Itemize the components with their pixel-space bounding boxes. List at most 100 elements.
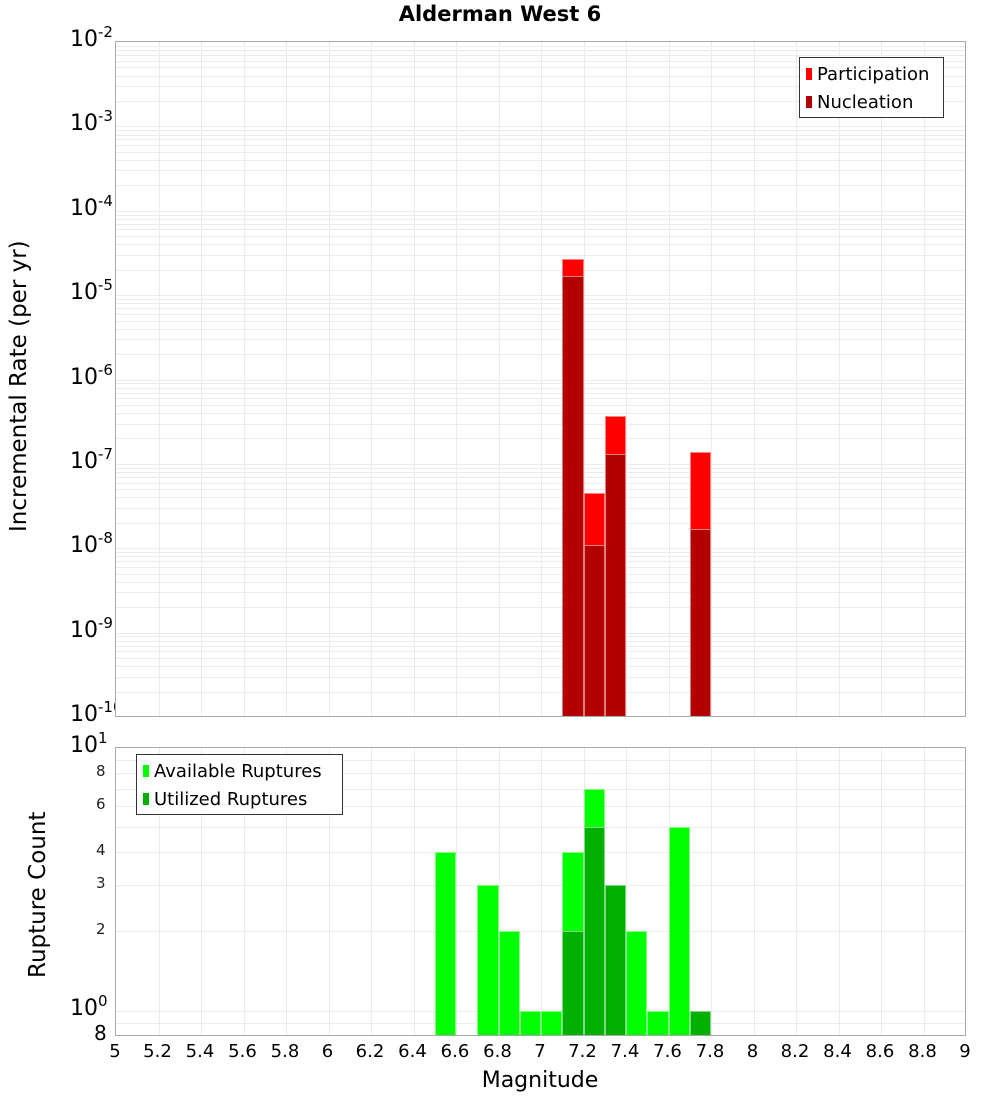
grid-line-horizontal xyxy=(116,567,965,568)
grid-line-horizontal xyxy=(116,548,965,549)
grid-line-horizontal xyxy=(116,244,965,245)
x-tick-label: 6 xyxy=(322,1041,333,1062)
grid-line-horizontal xyxy=(116,464,965,465)
grid-line-horizontal xyxy=(116,552,965,553)
grid-line-horizontal xyxy=(116,255,965,256)
grid-line-horizontal xyxy=(116,472,965,473)
available-bar xyxy=(520,1011,541,1037)
chart-title: Alderman West 6 xyxy=(0,2,1000,26)
x-tick-label: 6.4 xyxy=(398,1041,427,1062)
grid-line-horizontal xyxy=(116,827,965,828)
grid-line-horizontal xyxy=(116,139,965,140)
x-tick-label: 7 xyxy=(534,1041,545,1062)
y-tick-label: 10-9 xyxy=(70,618,113,643)
grid-line-horizontal xyxy=(116,497,965,498)
grid-line-horizontal xyxy=(116,413,965,414)
grid-line-horizontal xyxy=(116,185,965,186)
grid-line-horizontal xyxy=(116,160,965,161)
grid-line-horizontal xyxy=(116,477,965,478)
bottom-legend: Available Ruptures Utilized Ruptures xyxy=(136,754,343,815)
grid-line-horizontal xyxy=(116,152,965,153)
grid-line-horizontal xyxy=(116,561,965,562)
top-legend: Participation Nucleation xyxy=(799,57,944,118)
x-tick-label: 7.4 xyxy=(611,1041,640,1062)
available-bar xyxy=(541,1011,562,1037)
grid-line-horizontal xyxy=(116,574,965,575)
available-bar xyxy=(499,931,520,1036)
grid-line-horizontal xyxy=(116,424,965,425)
legend-item-nucleation: Nucleation xyxy=(806,88,937,116)
nucleation-bar xyxy=(584,545,605,717)
grid-line-horizontal xyxy=(116,130,965,131)
grid-line-horizontal xyxy=(116,145,965,146)
x-tick-label: 6.8 xyxy=(483,1041,512,1062)
grid-line-horizontal xyxy=(116,55,965,56)
grid-line-horizontal xyxy=(116,314,965,315)
grid-line-vertical xyxy=(711,748,712,1035)
x-axis-label: Magnitude xyxy=(482,1068,599,1093)
nucleation-bar xyxy=(690,529,711,717)
available-swatch-icon xyxy=(143,765,149,777)
top-plot-area xyxy=(115,41,966,717)
x-tick-label: 5.8 xyxy=(271,1041,300,1062)
available-bar xyxy=(626,931,647,1036)
y-bottom-tick-label: 8 xyxy=(94,1021,107,1045)
grid-line-horizontal xyxy=(116,211,965,212)
x-tick-label: 8.8 xyxy=(908,1041,937,1062)
y-minor-tick-label: 8 xyxy=(96,762,106,780)
grid-line-vertical xyxy=(881,748,882,1035)
top-y-axis-label: Incremental Rate (per yr) xyxy=(6,240,32,532)
grid-line-horizontal xyxy=(116,46,965,47)
grid-line-horizontal xyxy=(116,666,965,667)
grid-line-horizontal xyxy=(116,270,965,271)
x-tick-label: 6.2 xyxy=(356,1041,385,1062)
grid-line-vertical xyxy=(371,748,372,1035)
y-minor-tick-label: 4 xyxy=(96,841,106,859)
grid-line-horizontal xyxy=(116,636,965,637)
grid-line-horizontal xyxy=(116,303,965,304)
x-tick-label: 7.6 xyxy=(653,1041,682,1062)
grid-line-horizontal xyxy=(116,885,965,886)
grid-line-horizontal xyxy=(116,592,965,593)
participation-swatch-icon xyxy=(806,68,812,80)
y-tick-label: 10-8 xyxy=(70,533,113,558)
y-tick-label: 10-7 xyxy=(70,449,113,474)
grid-line-horizontal xyxy=(116,658,965,659)
grid-line-vertical xyxy=(754,748,755,1035)
available-bar xyxy=(669,827,690,1036)
utilized-bar xyxy=(584,827,605,1036)
grid-line-horizontal xyxy=(116,438,965,439)
grid-line-horizontal xyxy=(116,135,965,136)
grid-line-horizontal xyxy=(116,383,965,384)
grid-line-horizontal xyxy=(116,224,965,225)
x-tick-label: 8.4 xyxy=(823,1041,852,1062)
y-minor-tick-label: 6 xyxy=(96,795,106,813)
y-tick-label: 101 xyxy=(70,733,108,758)
legend-label: Participation xyxy=(817,64,929,85)
y-minor-tick-label: 3 xyxy=(96,874,106,892)
available-bar xyxy=(477,885,498,1036)
legend-label: Utilized Ruptures xyxy=(154,789,307,810)
y-tick-label: 100 xyxy=(70,996,108,1021)
grid-line-horizontal xyxy=(116,50,965,51)
y-tick-label: 10-4 xyxy=(70,196,113,221)
grid-line-horizontal xyxy=(116,651,965,652)
available-bar xyxy=(435,852,456,1036)
grid-line-horizontal xyxy=(116,321,965,322)
grid-line-horizontal xyxy=(116,582,965,583)
grid-line-horizontal xyxy=(116,299,965,300)
grid-line-horizontal xyxy=(116,308,965,309)
grid-line-vertical xyxy=(414,748,415,1035)
legend-item-participation: Participation xyxy=(806,60,937,88)
grid-line-horizontal xyxy=(116,388,965,389)
grid-line-horizontal xyxy=(116,489,965,490)
grid-line-horizontal xyxy=(116,677,965,678)
y-tick-label: 10-3 xyxy=(70,111,113,136)
grid-line-vertical xyxy=(541,748,542,1035)
grid-line-horizontal xyxy=(116,508,965,509)
nucleation-swatch-icon xyxy=(806,96,812,108)
grid-line-horizontal xyxy=(116,229,965,230)
grid-line-horizontal xyxy=(116,468,965,469)
x-tick-label: 8.2 xyxy=(781,1041,810,1062)
grid-line-horizontal xyxy=(116,405,965,406)
